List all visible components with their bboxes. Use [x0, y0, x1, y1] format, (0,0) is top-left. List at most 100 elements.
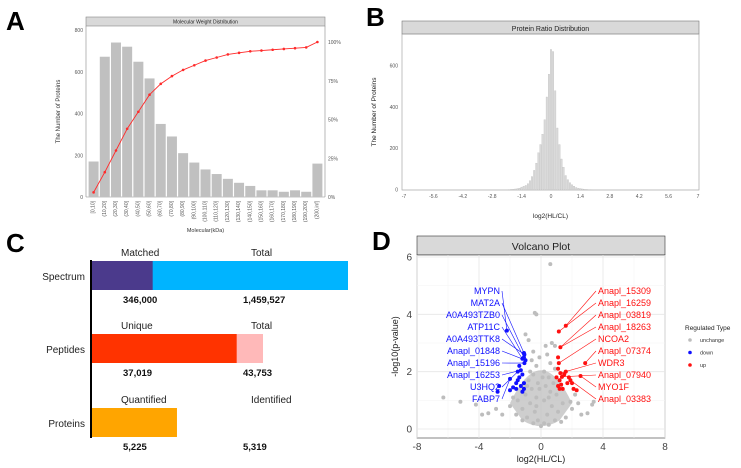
cumulative-point	[114, 149, 118, 152]
label-connector	[570, 380, 597, 400]
point-label: Anapl_07374	[598, 346, 651, 356]
row-label: Proteins	[48, 419, 85, 430]
point-down	[511, 385, 516, 390]
bar	[522, 186, 525, 191]
y-tick-label: 400	[75, 112, 84, 118]
bar	[245, 185, 256, 197]
y-tick-label: 0	[80, 195, 83, 201]
x-tick-label: (120,130]	[225, 200, 231, 222]
point-down	[508, 388, 512, 393]
bar	[512, 189, 515, 191]
ratio-distribution-chart: Protein Ratio Distribution 0 200 400 600 -7 -5…	[371, 20, 700, 220]
point-down	[517, 363, 522, 368]
bar	[144, 78, 155, 197]
right-label: Identified	[251, 395, 292, 406]
x-tick-label: [0,10]	[91, 200, 97, 213]
bar	[562, 167, 565, 191]
left-label: Quantified	[121, 395, 167, 406]
label-connector	[501, 290, 508, 331]
label-connector	[580, 375, 597, 388]
legend-entry: down	[700, 351, 713, 357]
bar	[585, 189, 588, 191]
x-axis-label: log2(HL/CL)	[517, 454, 566, 464]
label-connector	[501, 302, 525, 354]
point-label: MYO1F	[598, 382, 630, 392]
point-label: Anapl_03819	[598, 310, 651, 320]
cumulative-point	[193, 63, 196, 67]
point-unchange	[576, 401, 581, 406]
cumulative-point	[148, 93, 151, 96]
point-up	[556, 355, 561, 360]
point-label: Anapl_03383	[598, 394, 651, 404]
y-tick-label: 400	[390, 105, 399, 111]
bar	[564, 175, 567, 191]
bar	[577, 187, 580, 191]
bar	[579, 188, 582, 191]
point-down	[520, 372, 525, 377]
cumulative-point	[103, 170, 107, 174]
label-connector	[501, 314, 525, 358]
x-tick-label: 8	[662, 442, 668, 453]
y-axis-label: The Number of Proteins	[56, 80, 62, 144]
bar	[541, 134, 544, 191]
x-tick-label: (200,inf]	[314, 200, 320, 219]
label-connector	[558, 302, 597, 332]
bar	[531, 176, 533, 191]
point-down	[515, 378, 520, 383]
bar	[211, 174, 222, 197]
x-tick-label: (110,120]	[214, 200, 220, 221]
point-label: U3HQ2	[470, 382, 500, 392]
y-tick-label: 600	[390, 64, 399, 70]
bar	[520, 186, 523, 191]
x-tick-label: 2.8	[606, 194, 613, 200]
x-tick-label: -4.2	[458, 194, 467, 200]
y2-tick-label: 0%	[328, 195, 336, 201]
label-connector	[561, 374, 597, 378]
label-connector	[560, 326, 597, 348]
point-unchange	[590, 402, 595, 407]
x-tick-label: 0	[538, 442, 544, 453]
cumulative-point	[181, 68, 185, 72]
bar	[166, 136, 177, 197]
bar	[548, 74, 550, 191]
left-value: 37,019	[123, 368, 152, 379]
x-tick-label: (90,100]	[191, 200, 197, 219]
y2-tick-label: 75%	[328, 79, 339, 85]
legend-marker	[688, 350, 692, 355]
bar	[301, 191, 312, 197]
cumulative-point	[204, 59, 207, 62]
point-unchange	[534, 312, 539, 317]
row-label: Spectrum	[42, 272, 85, 283]
cumulative-point	[248, 50, 252, 53]
x-tick-label: 7	[697, 194, 700, 200]
label-connector	[560, 314, 597, 348]
y-tick-label: 200	[390, 146, 399, 152]
y-tick-label: 6	[406, 253, 412, 264]
point-unchange	[573, 392, 578, 397]
bar	[573, 186, 575, 191]
point-label: Anapl_18263	[598, 322, 651, 332]
legend-marker	[688, 363, 692, 367]
label-connector	[501, 378, 511, 400]
right-label: Total	[251, 321, 272, 332]
point-up	[565, 381, 570, 386]
right-value: 43,753	[243, 368, 272, 379]
bar	[518, 187, 521, 191]
bar	[581, 188, 584, 191]
x-tick-label: (170,180]	[281, 200, 287, 222]
bar	[178, 153, 189, 197]
bar	[527, 183, 529, 191]
bar	[571, 184, 573, 191]
label-connector	[501, 326, 523, 359]
point-down	[518, 384, 523, 388]
y-tick-label: 800	[75, 28, 84, 34]
label-connector	[565, 290, 597, 326]
y-axis-label: -log10(p-value)	[390, 316, 400, 377]
point-label: FABP7	[472, 394, 500, 404]
panel-letter-a: A	[6, 6, 25, 36]
x-tick-label: -7	[402, 194, 407, 200]
bar	[552, 51, 554, 191]
label-connector	[501, 350, 526, 361]
legend-marker	[688, 338, 692, 342]
x-tick-label: (70,80]	[169, 200, 175, 216]
